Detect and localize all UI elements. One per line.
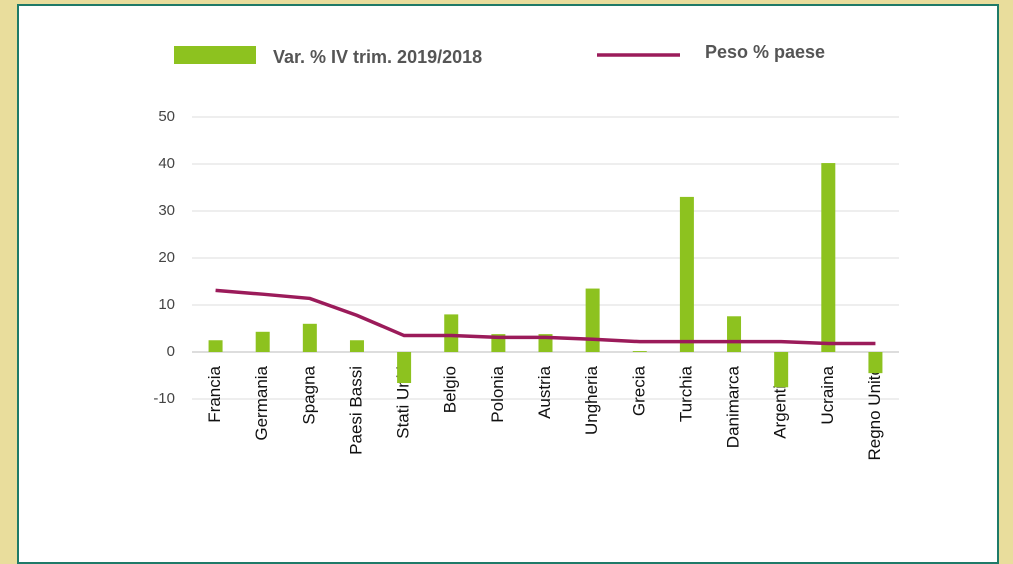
y-tick-label: 50 xyxy=(158,108,175,125)
bar xyxy=(302,323,317,352)
bar xyxy=(397,352,412,384)
y-tick-label: 10 xyxy=(158,296,175,313)
y-tick-label: 0 xyxy=(167,343,175,360)
x-tick-label: Spagna xyxy=(299,365,318,424)
bar xyxy=(349,340,364,352)
y-tick-label: 40 xyxy=(158,155,175,172)
x-tick-label: Grecia xyxy=(629,365,648,416)
x-tick-label: Stati Uniti xyxy=(394,366,413,439)
bar xyxy=(727,316,742,352)
y-tick-label: -10 xyxy=(153,390,175,407)
bar xyxy=(632,351,647,352)
x-tick-label: Ungheria xyxy=(582,365,601,435)
x-tick-label: Francia xyxy=(205,365,224,422)
bar xyxy=(208,340,223,352)
bar xyxy=(679,196,694,352)
bar xyxy=(774,352,789,388)
page: {"chart_data": {"type": "bar", "categori… xyxy=(17,4,999,564)
line xyxy=(215,288,876,346)
y-tick-label: 30 xyxy=(158,202,175,219)
x-tick-label: Germania xyxy=(252,365,271,440)
x-tick-label: Paesi Bassi xyxy=(346,366,365,455)
x-tick-label: Polonia xyxy=(488,365,507,422)
x-tick-label: Regno Unito xyxy=(865,366,884,461)
legend-label: Peso % paese xyxy=(705,42,825,62)
bar xyxy=(585,288,600,352)
y-tick-label: 20 xyxy=(158,249,175,266)
bar xyxy=(255,331,270,352)
x-tick-label: Danimarca xyxy=(724,365,743,448)
x-tick-label: Austria xyxy=(535,365,554,418)
x-tick-label: Ucraina xyxy=(818,365,837,424)
bar xyxy=(821,163,836,352)
x-tick-label: Belgio xyxy=(441,366,460,413)
x-tick-label: Turchia xyxy=(676,365,695,422)
chart: -10 0 10 20 30 40 50 Francia Germania Spagna Paesi… xyxy=(153,42,899,461)
legend-swatch xyxy=(174,46,256,64)
bar xyxy=(444,314,459,352)
bar xyxy=(868,352,883,374)
legend-label: Var. % IV trim. 2019/2018 xyxy=(273,47,482,67)
chart-frame xyxy=(17,4,999,564)
